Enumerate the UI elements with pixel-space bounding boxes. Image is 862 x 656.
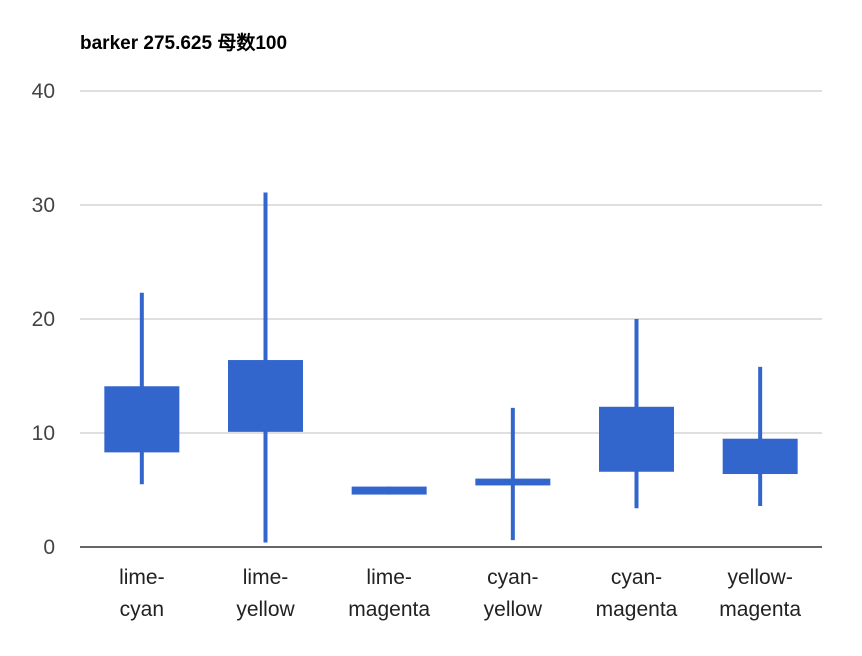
x-category-label: yellow- <box>727 566 792 589</box>
candle <box>351 486 427 495</box>
y-tick-label: 20 <box>32 308 55 331</box>
chart-title: barker 275.625 母数100 <box>80 33 288 54</box>
x-category-label: yellow <box>484 598 543 621</box>
candle-box <box>599 406 674 472</box>
x-category-label: magenta <box>596 598 678 621</box>
candle <box>722 366 798 506</box>
x-category-label: lime- <box>243 566 289 589</box>
y-tick-label: 10 <box>32 422 55 445</box>
y-axis-ticks: 0 10 20 30 40 <box>32 80 55 559</box>
candle-box <box>475 478 551 486</box>
x-category-label: magenta <box>719 598 801 621</box>
x-category-label: magenta <box>348 598 430 621</box>
candle <box>475 407 551 541</box>
y-tick-label: 40 <box>32 80 55 103</box>
x-category-label: cyan <box>120 598 164 621</box>
x-category-label: cyan- <box>611 566 662 589</box>
x-axis-labels: lime-cyan lime-yellow lime-magenta cyan-yel… <box>119 566 801 621</box>
y-tick-label: 0 <box>43 536 55 559</box>
x-category-label: lime- <box>119 566 165 589</box>
candle <box>228 192 303 543</box>
x-category-label: yellow <box>236 598 295 621</box>
x-category-label: lime- <box>366 566 412 589</box>
y-tick-label: 30 <box>32 194 55 217</box>
candle-box <box>228 360 303 432</box>
candles <box>104 192 798 543</box>
x-category-label: cyan- <box>487 566 538 589</box>
candle <box>104 292 180 485</box>
candle-box <box>104 386 180 453</box>
candle-box <box>351 486 427 495</box>
candle-box <box>722 438 798 475</box>
candle <box>599 319 674 509</box>
gridlines <box>80 90 822 548</box>
